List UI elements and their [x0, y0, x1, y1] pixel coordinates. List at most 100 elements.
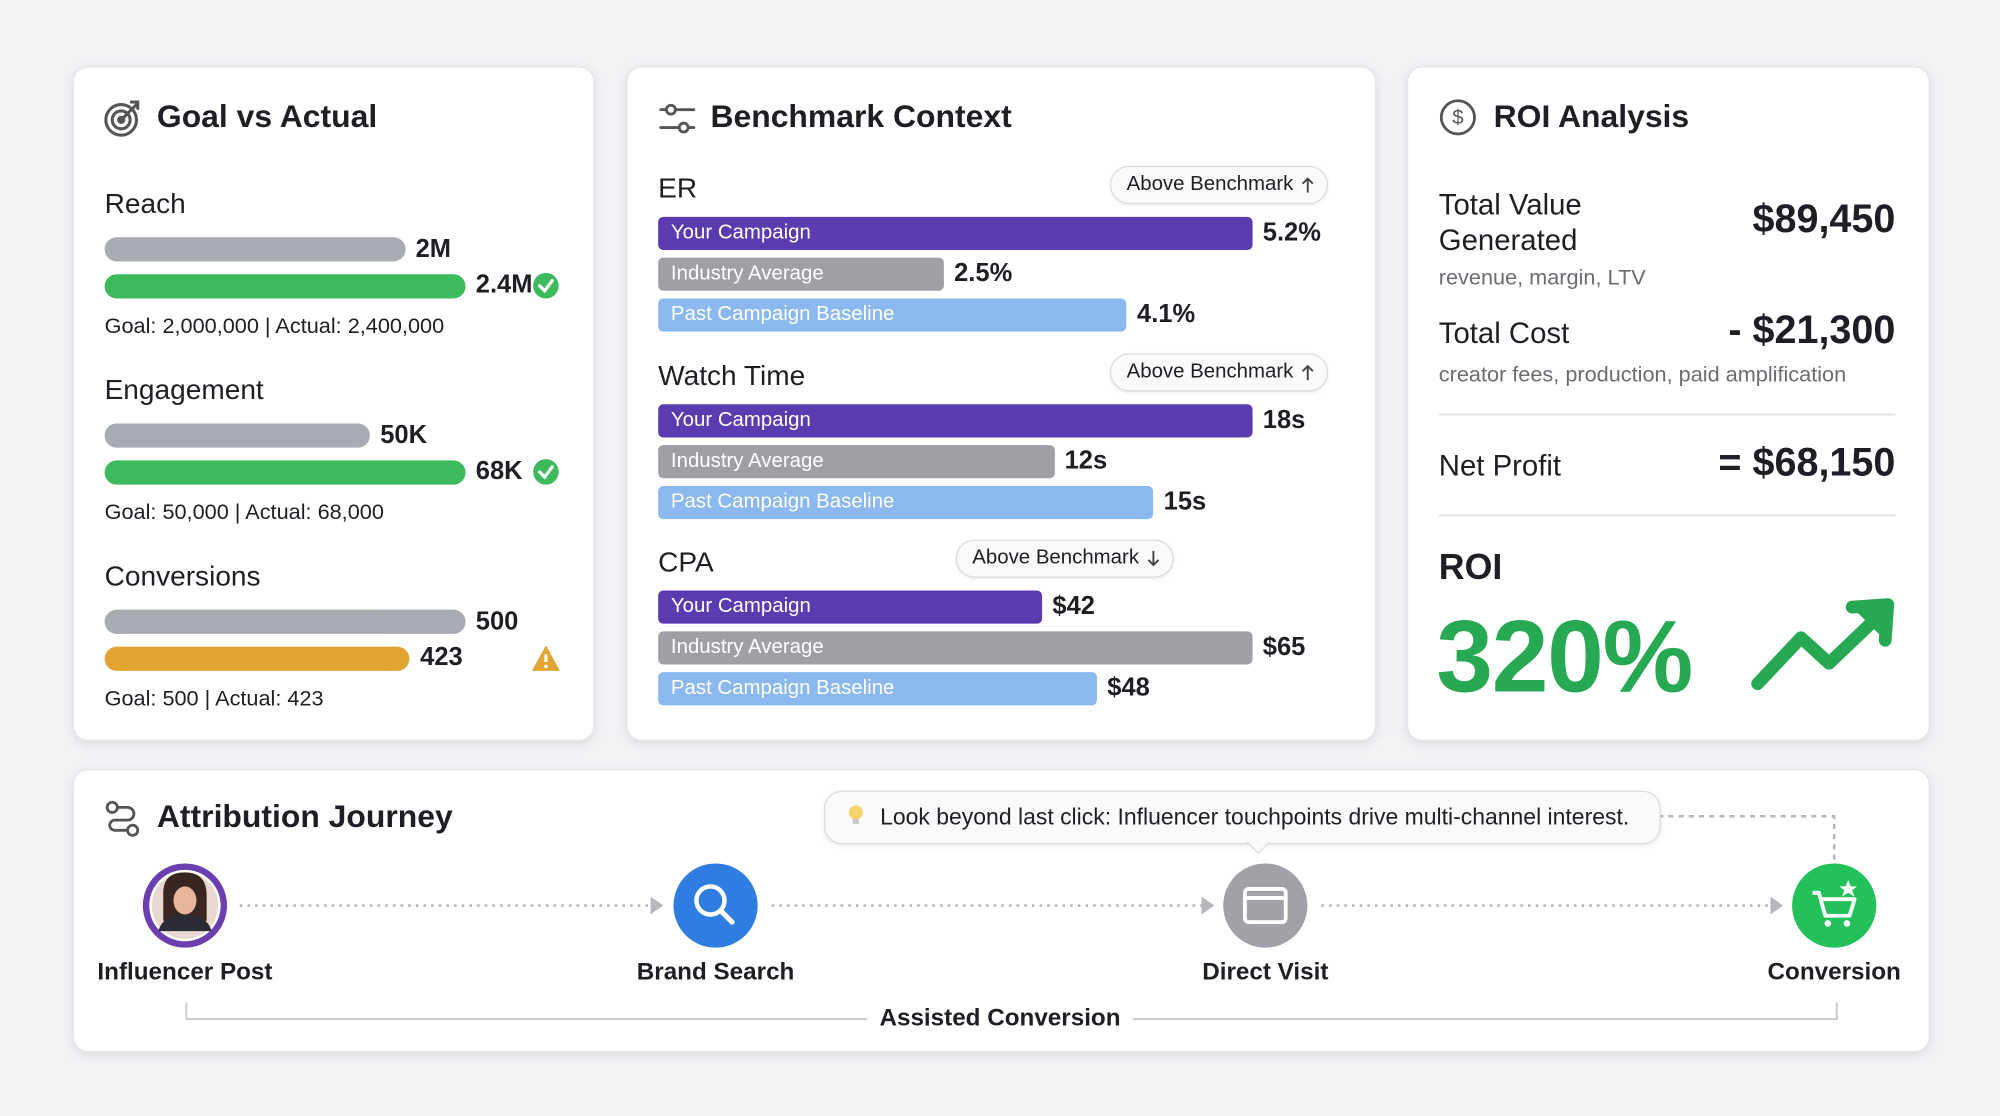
badge-arrow — [1147, 550, 1160, 568]
bulb — [848, 805, 863, 824]
series-name: Industry Average — [670, 449, 824, 472]
value-label: $65 — [1262, 633, 1306, 662]
series-name: Past Campaign Baseline — [670, 677, 895, 699]
series-name: Your Campaign — [670, 408, 811, 431]
goal-label: 2M — [415, 235, 452, 264]
goal-icon — [104, 100, 140, 137]
arrow-icon — [1147, 550, 1159, 567]
metric-name: Engagement — [104, 373, 264, 406]
card-title: ROI Analysis — [1493, 98, 1690, 135]
roi-row-label: Total Cost — [1438, 316, 1570, 350]
card-title: Benchmark Context — [710, 98, 1012, 135]
actual-bar — [104, 274, 466, 299]
value-label: 18s — [1262, 405, 1306, 434]
bracket-label: Assisted Conversion — [879, 1005, 1121, 1032]
series-name: Industry Average — [670, 636, 824, 659]
value-label: 15s — [1163, 487, 1207, 516]
actual-bar — [104, 646, 410, 671]
metric-name: Conversions — [104, 559, 261, 592]
roi-icon: $ — [1439, 99, 1476, 136]
badge-text: Above Benchmark — [1126, 360, 1294, 382]
value-label: 2.5% — [954, 259, 1013, 288]
roi-label: ROI — [1438, 547, 1503, 587]
svg-text:$: $ — [1452, 107, 1464, 129]
benchmark-bar — [658, 216, 1253, 250]
goal-label: 500 — [475, 607, 519, 636]
influencer-node — [142, 863, 228, 948]
roi-row-note: creator fees, production, paid amplifica… — [1438, 362, 1847, 387]
series-name: Industry Average — [670, 262, 824, 285]
tip-bubble — [823, 790, 1661, 845]
benchmark-bar — [658, 672, 1098, 706]
benchmark-badge: Above Benchmark — [1110, 165, 1328, 205]
actual-label: 423 — [420, 643, 463, 672]
value-label: $48 — [1107, 674, 1150, 703]
status-icon — [531, 270, 562, 301]
bulb-icon — [847, 804, 865, 830]
benchmark-icon — [659, 103, 696, 134]
metric-summary: Goal: 50,000 | Actual: 68,000 — [104, 499, 384, 525]
arrow-icon — [1301, 177, 1314, 193]
badge-arrow — [1301, 176, 1314, 194]
warning-icon — [531, 645, 560, 671]
value-label: 12s — [1064, 446, 1108, 475]
metric-summary: Goal: 2,000,000 | Actual: 2,400,000 — [104, 313, 445, 338]
benchmark-bar — [658, 590, 1043, 624]
value-label: $42 — [1052, 592, 1095, 621]
value-label: 5.2% — [1262, 218, 1321, 247]
benchmark-bar — [658, 631, 1253, 665]
card-title: Goal vs Actual — [156, 98, 378, 135]
actual-bar — [104, 460, 466, 485]
series-name: Your Campaign — [670, 595, 811, 618]
benchmark-bar — [658, 403, 1253, 437]
direct-visit-node — [1223, 863, 1308, 948]
arrow-icon — [1301, 364, 1314, 380]
metric-summary: Goal: 500 | Actual: 423 — [104, 686, 324, 711]
badge-text: Above Benchmark — [1126, 173, 1294, 196]
node-label: Direct Visit — [1202, 959, 1329, 986]
group-name: Watch Time — [658, 359, 806, 391]
series-name: Past Campaign Baseline — [670, 303, 895, 326]
goal-label: 50K — [380, 421, 428, 450]
roi-row-value: = $68,150 — [1718, 440, 1896, 485]
badge-arrow — [1301, 363, 1314, 381]
goal-bar — [104, 237, 406, 262]
benchmark-bar — [658, 485, 1154, 519]
series-name: Your Campaign — [670, 221, 811, 244]
roi-trend-arrow — [1751, 598, 1895, 691]
series-name: Past Campaign Baseline — [670, 490, 895, 513]
check-icon — [533, 272, 559, 299]
goal-bar — [104, 609, 466, 634]
roi-row-value: - $21,300 — [1728, 307, 1896, 353]
value-label: 4.1% — [1137, 300, 1196, 329]
node-label: Brand Search — [636, 959, 795, 986]
roi-row-label: Net Profit — [1438, 448, 1562, 483]
status-icon — [531, 457, 562, 488]
conversion-node — [1792, 863, 1877, 948]
tip-text: Look beyond last click: Influencer touch… — [880, 804, 1630, 830]
benchmark-bar — [658, 444, 1055, 478]
badge-text: Above Benchmark — [972, 547, 1140, 569]
flow-arrowheads — [650, 896, 1784, 915]
status-icon — [531, 643, 562, 674]
actual-label: 2.4M — [475, 271, 533, 300]
benchmark-bar — [658, 298, 1127, 332]
roi-card — [1406, 66, 1930, 742]
journey-icon — [105, 800, 140, 837]
roi-row-note: revenue, margin, LTV — [1438, 265, 1646, 290]
card-title: Attribution Journey — [156, 799, 453, 835]
roi-row-label: Total Value Generated — [1438, 187, 1582, 257]
goal-bar — [104, 423, 370, 448]
node-label: Conversion — [1767, 959, 1901, 986]
group-name: ER — [658, 172, 698, 205]
metric-name: Reach — [104, 187, 186, 220]
actual-label: 68K — [475, 457, 523, 486]
node-label: Influencer Post — [97, 959, 273, 986]
bracket — [185, 1002, 1838, 1021]
benchmark-badge: Above Benchmark — [955, 539, 1174, 578]
benchmark-badge: Above Benchmark — [1110, 352, 1328, 391]
check-icon — [533, 459, 559, 485]
